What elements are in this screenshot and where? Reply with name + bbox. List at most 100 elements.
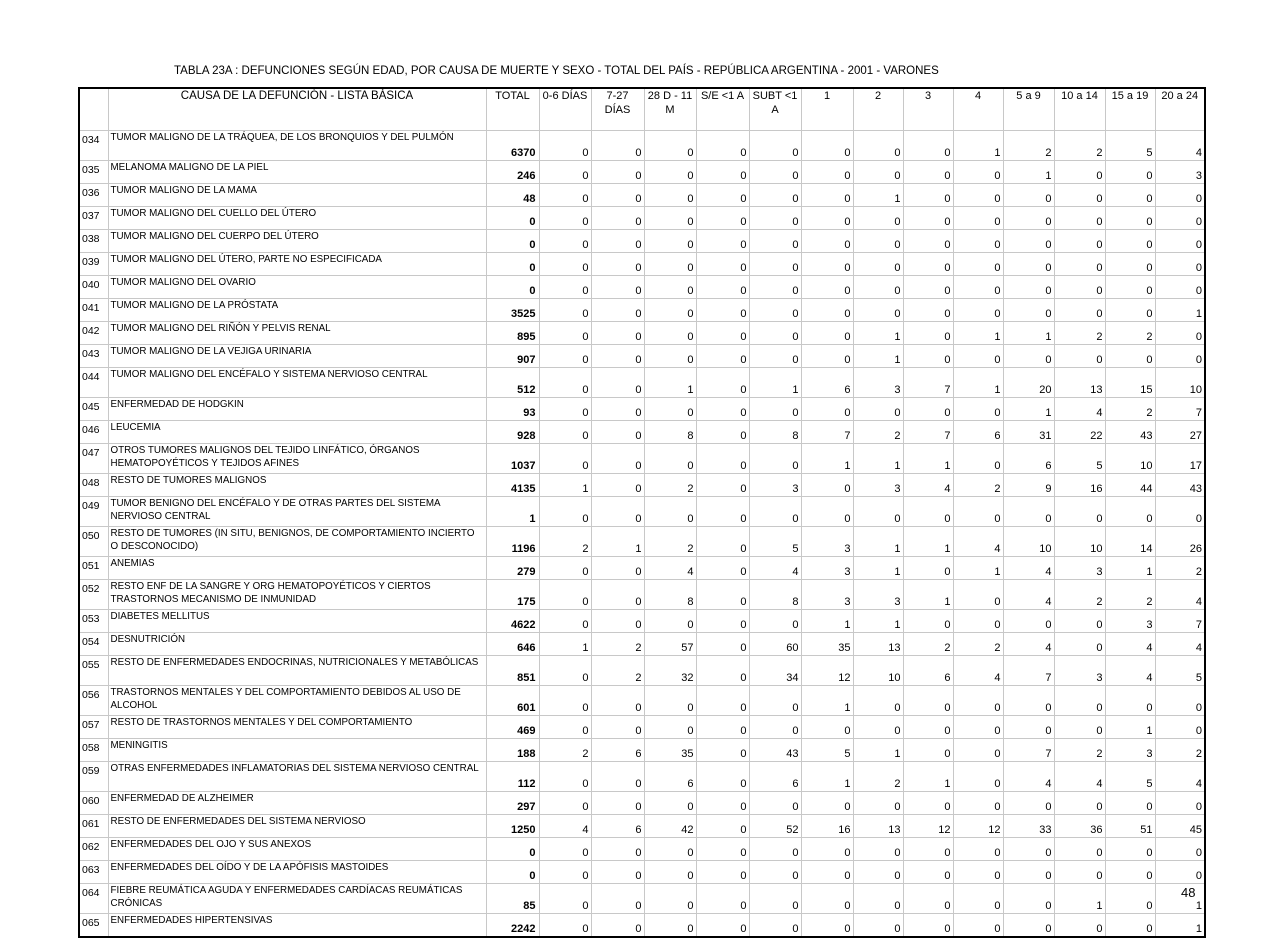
value-cell: 33 [1002,814,1055,838]
value-cell: 1 [852,321,904,345]
value-cell: 7 [1154,609,1206,633]
value-cell: 2 [902,632,954,656]
value-cell: 2 [1002,130,1055,161]
cause-code: 044 [78,367,109,398]
cause-name: TUMOR MALIGNO DE LA TRÁQUEA, DE LOS BRON… [107,130,487,161]
value-cell: 1 [952,556,1004,580]
total-cell: 6370 [485,130,540,161]
table-row: 045 ENFERMEDAD DE HODGKIN 93 0 0 0 0 0 0 0 0 0 1 4 2 7 [78,397,1206,421]
value-cell: 0 [695,685,750,716]
value-cell: 4 [1154,761,1206,792]
cause-name: TUMOR MALIGNO DEL RIÑÓN Y PELVIS RENAL [107,321,487,345]
value-cell: 35 [643,738,697,762]
value-cell: 15 [1104,367,1156,398]
value-cell: 0 [643,160,697,184]
value-cell: 0 [538,206,592,230]
value-cell: 8 [643,420,697,444]
value-cell: 0 [538,579,592,610]
total-cell: 48 [485,183,540,207]
value-cell: 5 [1154,655,1206,686]
value-cell: 0 [695,252,750,276]
total-cell: 646 [485,632,540,656]
value-cell: 0 [952,738,1004,762]
value-cell: 0 [748,791,802,815]
table-row: 061 RESTO DE ENFERMEDADES DEL SISTEMA NER… [78,814,1206,838]
value-cell: 0 [590,160,645,184]
value-cell: 0 [852,298,904,322]
value-cell: 0 [902,183,954,207]
cause-name: FIEBRE REUMÁTICA AGUDA Y ENFERMEDADES CA… [107,883,487,914]
total-cell: 895 [485,321,540,345]
value-cell: 4 [1053,397,1106,421]
cause-name: TUMOR BENIGNO DEL ENCÉFALO Y DE OTRAS PA… [107,496,487,527]
column-header: 7-27 DÍAS [590,87,645,131]
value-cell: 0 [952,275,1004,299]
value-cell: 0 [748,913,802,938]
value-cell: 0 [952,837,1004,861]
value-cell: 0 [852,860,904,884]
column-header: 28 D - 11 M [643,87,697,131]
value-cell: 0 [538,655,592,686]
value-cell: 0 [1002,883,1055,914]
table-title: TABLA 23A : DEFUNCIONES SEGÚN EDAD, POR … [174,65,939,77]
value-cell: 0 [1104,860,1156,884]
value-cell: 1 [952,367,1004,398]
value-cell: 0 [800,344,854,368]
value-cell: 0 [590,397,645,421]
value-cell: 0 [590,791,645,815]
value-cell: 34 [748,655,802,686]
total-cell: 1250 [485,814,540,838]
table-row: 056 TRASTORNOS MENTALES Y DEL COMPORTAMIE… [78,685,1206,716]
value-cell: 2 [952,473,1004,497]
value-cell: 0 [902,837,954,861]
value-cell: 1 [852,183,904,207]
cause-name: ENFERMEDAD DE HODGKIN [107,397,487,421]
value-cell: 0 [902,344,954,368]
total-cell: 469 [485,715,540,739]
value-cell: 0 [1053,860,1106,884]
value-cell: 0 [1154,791,1206,815]
value-cell: 44 [1104,473,1156,497]
cause-name: ENFERMEDADES DEL OÍDO Y DE LA APÓFISIS M… [107,860,487,884]
value-cell: 4 [1154,579,1206,610]
table-row: 060 ENFERMEDAD DE ALZHEIMER 297 0 0 0 0 0 0 0 0 0 0 0… [78,791,1206,815]
cause-name: ENFERMEDADES HIPERTENSIVAS [107,913,487,938]
value-cell: 1 [643,367,697,398]
table-row: 057 RESTO DE TRASTORNOS MENTALES Y DEL CO… [78,715,1206,739]
value-cell: 0 [902,298,954,322]
value-cell: 0 [1053,206,1106,230]
cause-name: MELANOMA MALIGNO DE LA PIEL [107,160,487,184]
value-cell: 4 [952,655,1004,686]
value-cell: 57 [643,632,697,656]
value-cell: 0 [643,321,697,345]
cause-code: 041 [78,298,109,322]
value-cell: 0 [695,275,750,299]
value-cell: 0 [538,397,592,421]
table-row: 059 OTRAS ENFERMEDADES INFLAMATORIAS DEL … [78,761,1206,792]
value-cell: 0 [590,344,645,368]
value-cell: 1 [1053,883,1106,914]
value-cell: 0 [1053,715,1106,739]
cause-name: ENFERMEDAD DE ALZHEIMER [107,791,487,815]
value-cell: 0 [590,298,645,322]
cause-code: 054 [78,632,109,656]
value-cell: 0 [748,443,802,474]
value-cell: 1 [1002,321,1055,345]
value-cell: 0 [1154,496,1206,527]
value-cell: 0 [952,609,1004,633]
value-cell: 0 [748,252,802,276]
value-cell: 0 [643,298,697,322]
table-row: 047 OTROS TUMORES MALIGNOS DEL TEJIDO LIN… [78,443,1206,474]
value-cell: 0 [902,397,954,421]
value-cell: 0 [590,496,645,527]
value-cell: 0 [748,130,802,161]
value-cell: 0 [695,298,750,322]
value-cell: 0 [538,860,592,884]
value-cell: 2 [590,655,645,686]
value-cell: 0 [852,252,904,276]
value-cell: 0 [1154,252,1206,276]
value-cell: 1 [590,526,645,557]
cause-code: 035 [78,160,109,184]
value-cell: 0 [952,715,1004,739]
value-cell: 0 [1154,860,1206,884]
